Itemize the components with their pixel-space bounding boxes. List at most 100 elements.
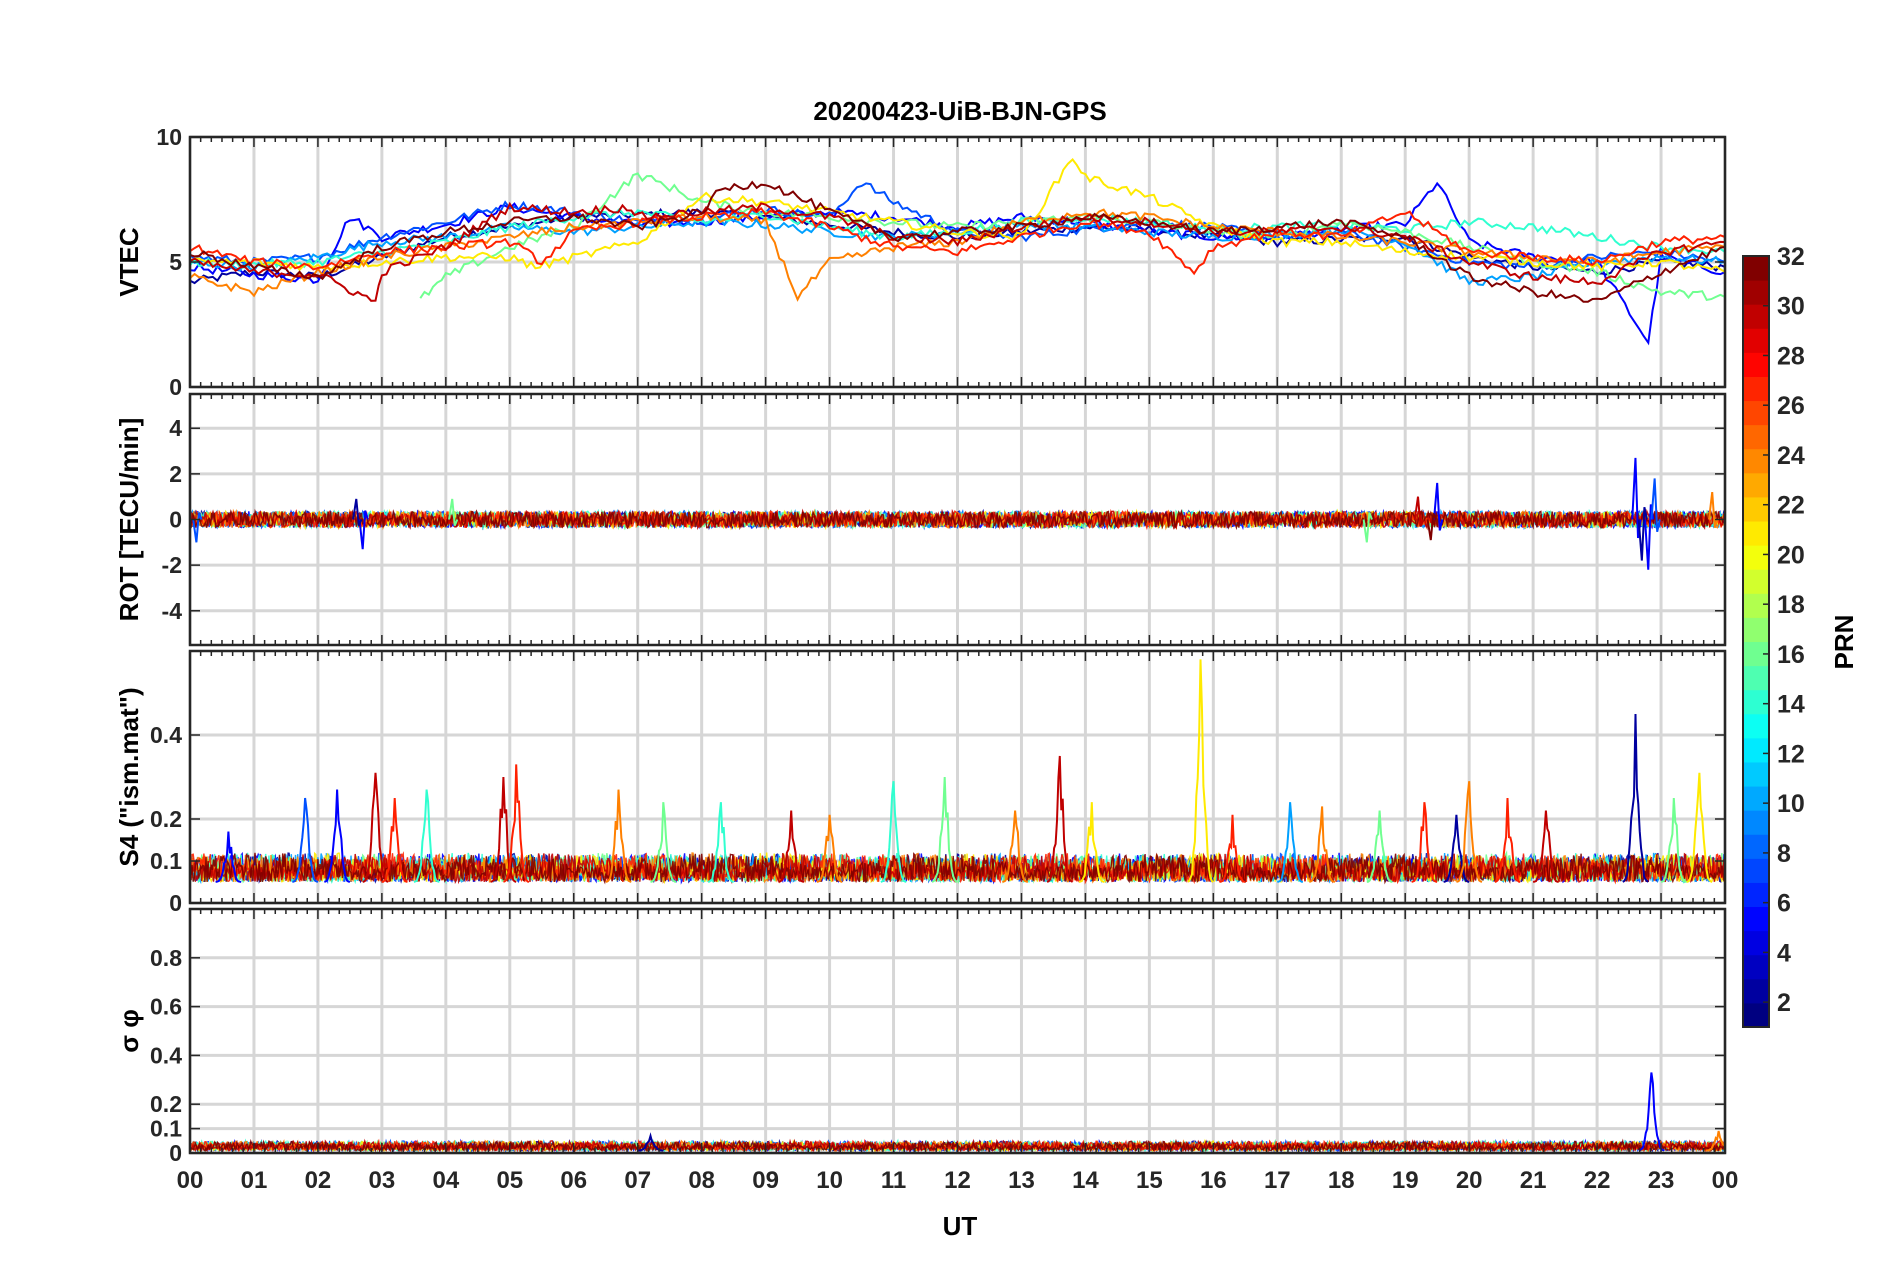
- x-axis-label: UT: [943, 1211, 978, 1241]
- s4-peak: [503, 764, 530, 883]
- colorbar-segment: [1743, 954, 1769, 980]
- rot-spike: [352, 498, 363, 527]
- x-tick-label: 01: [241, 1167, 268, 1194]
- colorbar-tick-label: 2: [1777, 989, 1791, 1017]
- colorbar-segment: [1743, 689, 1769, 715]
- x-tick-label: 11: [881, 1167, 906, 1194]
- s4-peak: [1660, 797, 1687, 883]
- s4-peak: [1443, 814, 1470, 883]
- colorbar-tick-label: 22: [1777, 492, 1805, 520]
- colorbar-segment: [1743, 834, 1769, 859]
- rot-series: [190, 508, 1725, 531]
- chart-title: 20200423-UiB-BJN-GPS: [813, 96, 1106, 126]
- x-tick-label: 07: [624, 1167, 651, 1194]
- x-tick-label: 18: [1328, 1167, 1355, 1194]
- y-tick-label: 0.2: [150, 806, 182, 832]
- colorbar-tick-label: 12: [1777, 740, 1805, 768]
- colorbar-segment: [1743, 593, 1769, 618]
- colorbar-frame: [1742, 255, 1770, 1028]
- sigma_phi-peak: [1705, 1130, 1725, 1152]
- plot-area-s4: [190, 659, 1725, 885]
- colorbar-tick-label: 10: [1777, 790, 1805, 818]
- panel-vtec: 0 5 10 VTEC: [114, 124, 1727, 400]
- s4-peak: [605, 789, 632, 883]
- s4-peak: [816, 814, 843, 883]
- s4-peak: [931, 776, 958, 883]
- plot-area-rot: [190, 457, 1725, 570]
- colorbar-segment: [1743, 665, 1769, 691]
- colorbar-segment: [1743, 496, 1769, 522]
- x-tick-label: 08: [688, 1167, 715, 1194]
- s4-peak: [490, 776, 517, 883]
- colorbar-segment: [1743, 376, 1769, 402]
- colorbar-tick-label: 30: [1777, 293, 1805, 321]
- y-axis-label-s4: S4 ("ism.mat"): [114, 687, 144, 866]
- x-tick-label: 03: [369, 1167, 396, 1194]
- y-tick-label: 0.4: [150, 1042, 182, 1068]
- colorbar-tick-label: 20: [1777, 541, 1805, 569]
- colorbar-segment: [1743, 737, 1769, 763]
- y-axis-label-sigma_phi: σ φ: [114, 1009, 144, 1053]
- panel-s4: 0 0.1 0.2 0.4S4 ("ism.mat"): [114, 649, 1727, 916]
- plot-area-sigma_phi: [190, 1072, 1725, 1153]
- s4-peak: [1622, 713, 1649, 883]
- y-tick-label: 0: [169, 374, 182, 400]
- y-tick-label: 0: [169, 507, 182, 533]
- y-tick-label: 0.4: [150, 722, 182, 748]
- colorbar-segment: [1743, 280, 1769, 305]
- rot-spike: [1708, 492, 1719, 529]
- s4-peak: [1002, 810, 1029, 883]
- rot-spike: [448, 498, 459, 527]
- s4-peak: [1187, 659, 1214, 883]
- colorbar-segment: [1743, 761, 1769, 787]
- s4-peak: [413, 789, 440, 883]
- colorbar-tick-label: 8: [1777, 840, 1791, 868]
- y-tick-label: 4: [169, 415, 182, 441]
- colorbar-segment: [1743, 1002, 1769, 1028]
- s4-peak: [215, 831, 242, 883]
- y-tick-label: -2: [162, 552, 182, 578]
- vtec-series-prn-32: [190, 180, 1725, 303]
- colorbar-segment: [1743, 545, 1769, 570]
- y-axis-label-vtec: VTEC: [114, 227, 144, 297]
- s4-peak: [880, 781, 907, 883]
- colorbar-tick-label: 26: [1777, 392, 1805, 420]
- x-tick-label: 21: [1520, 1167, 1547, 1194]
- colorbar-tick-label: 14: [1777, 691, 1805, 719]
- panel-sigma-phi: 00.10.2 0.4 0.6 0.8 σ φ: [114, 907, 1727, 1166]
- y-tick-label: 0.6: [150, 994, 182, 1020]
- colorbar-tick-label: 28: [1777, 342, 1805, 370]
- colorbar-segment: [1743, 930, 1769, 956]
- s4-series: [190, 852, 1725, 885]
- x-tick-label: 14: [1072, 1167, 1099, 1194]
- x-tick-label: 00: [177, 1167, 204, 1194]
- colorbar-label: PRN: [1829, 615, 1859, 670]
- s4-peak: [1078, 802, 1105, 883]
- colorbar-segment: [1743, 978, 1769, 1004]
- rot-spike: [358, 510, 369, 550]
- colorbar-segment: [1743, 304, 1769, 329]
- colorbar-segment: [1743, 858, 1769, 883]
- plot-area-vtec: [190, 158, 1725, 346]
- colorbar-segment: [1743, 521, 1769, 546]
- sigma_phi-peak: [1638, 1072, 1665, 1152]
- x-tick-label: 16: [1200, 1167, 1227, 1194]
- colorbar-segment: [1743, 448, 1769, 474]
- rot-spike: [1362, 512, 1373, 543]
- s4-peak: [1309, 806, 1336, 883]
- colorbar-tick-label: 4: [1777, 939, 1791, 967]
- y-tick-label: 0.2: [150, 1091, 182, 1117]
- s4-peak: [1411, 802, 1438, 883]
- x-tick-label: 17: [1264, 1167, 1291, 1194]
- colorbar-segment: [1743, 906, 1769, 932]
- rot-spike: [1413, 496, 1425, 527]
- colorbar-segment: [1743, 424, 1769, 450]
- rot-spike: [1650, 478, 1661, 533]
- colorbar-tick-label: 32: [1777, 243, 1805, 271]
- x-tick-label: 13: [1008, 1167, 1035, 1194]
- colorbar-segment: [1743, 786, 1769, 811]
- s4-peak: [381, 797, 408, 883]
- x-tick-label: 22: [1584, 1167, 1611, 1194]
